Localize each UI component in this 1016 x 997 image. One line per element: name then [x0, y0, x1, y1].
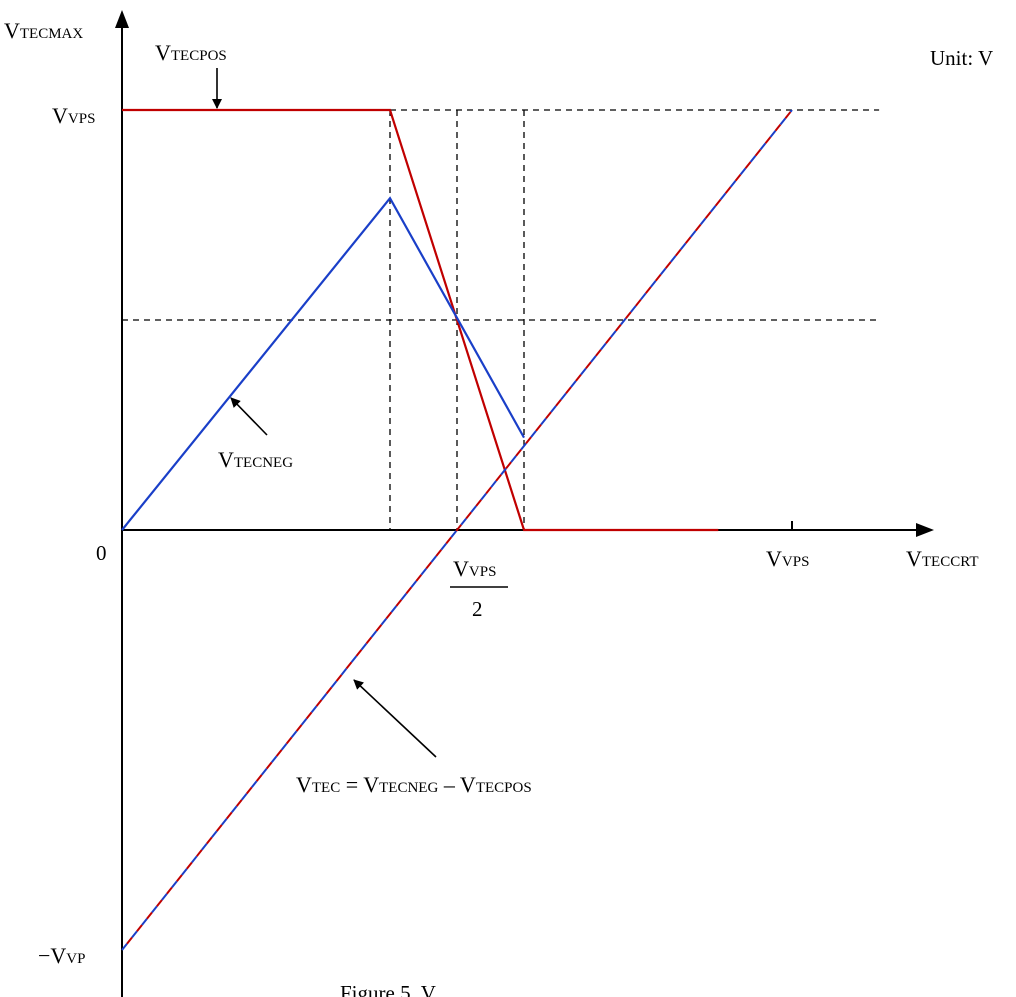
annotation-arrows	[212, 68, 437, 758]
vtec-formula-label: VTEC = VTECNEG – VTECPOS	[296, 772, 532, 797]
axes	[115, 10, 934, 997]
series-group	[121, 108, 793, 951]
figure-caption: Figure 5. V	[340, 981, 436, 997]
y-axis-label: VTECMAX	[4, 18, 83, 43]
tecneg-arrow	[230, 397, 268, 436]
origin-label: 0	[96, 541, 107, 565]
vps-x-tick-label: VVPS	[766, 546, 809, 571]
neg-vp-label: −VVP	[38, 943, 85, 968]
tecpos-label: VTECPOS	[155, 40, 227, 65]
vtec-arrow	[353, 679, 437, 758]
series-vtec-dash-blue	[121, 109, 793, 951]
series-tecneg-line	[121, 196, 525, 531]
y-axis-arrowhead	[115, 10, 129, 28]
x-axis-arrowhead	[916, 523, 934, 537]
series-vtec-dash-red	[121, 109, 793, 951]
unit-label: Unit: V	[930, 46, 993, 70]
half-vps-denominator: 2	[472, 597, 483, 621]
tecneg-label: VTECNEG	[218, 447, 293, 472]
vps-y-tick-label: VVPS	[52, 103, 95, 128]
half-vps-numerator: VVPS	[453, 556, 496, 581]
x-axis-label: VTECCRT	[906, 546, 979, 571]
labels: VTECMAX VTECPOS Unit: V VVPS VTECNEG 0 V…	[4, 18, 993, 997]
